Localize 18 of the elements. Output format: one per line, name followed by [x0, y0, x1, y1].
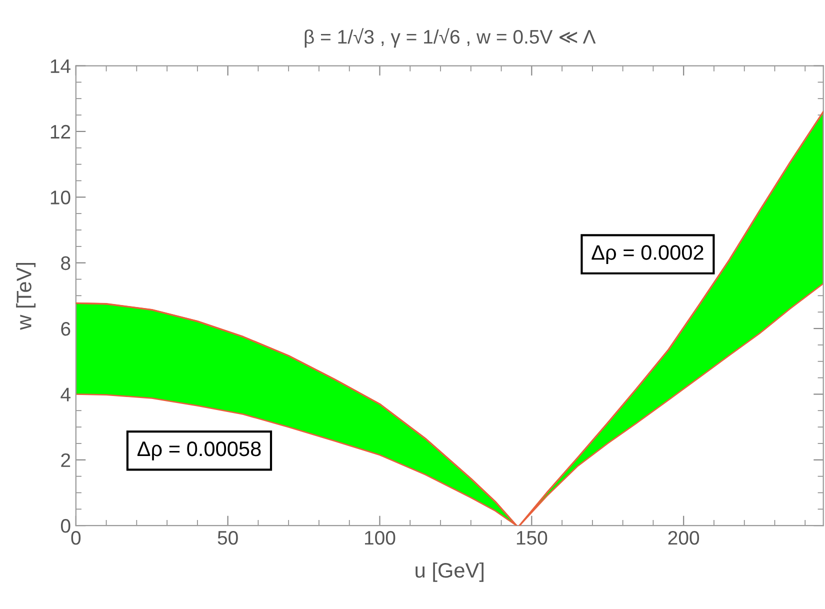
y-tick-label: 6 [61, 322, 70, 336]
x-tick-label: 200 [668, 530, 700, 545]
y-tick-label: 12 [50, 124, 70, 139]
annotation: Δρ = 0.00058 [137, 441, 261, 460]
x-tick-label: 0 [71, 530, 81, 545]
y-tick-label: 2 [61, 453, 70, 467]
y-tick-label: 10 [50, 190, 70, 204]
x-tick-label: 150 [516, 530, 548, 545]
y-tick-label: 0 [60, 519, 70, 533]
x-axis-title: u [GeV] [416, 562, 484, 582]
y-tick-label: 4 [60, 388, 70, 402]
annotation: Δρ = 0.0002 [592, 245, 704, 264]
y-tick-label: 14 [50, 59, 70, 73]
x-tick-label: 100 [365, 530, 396, 545]
x-tick-label: 50 [218, 530, 238, 545]
chart-title: β = 1/√3 , γ = 1/√6 , w = 0.5V ≪ Λ [304, 28, 596, 48]
y-tick-label: 8 [61, 256, 70, 270]
y-axis-title: w [TeV] [16, 263, 36, 330]
